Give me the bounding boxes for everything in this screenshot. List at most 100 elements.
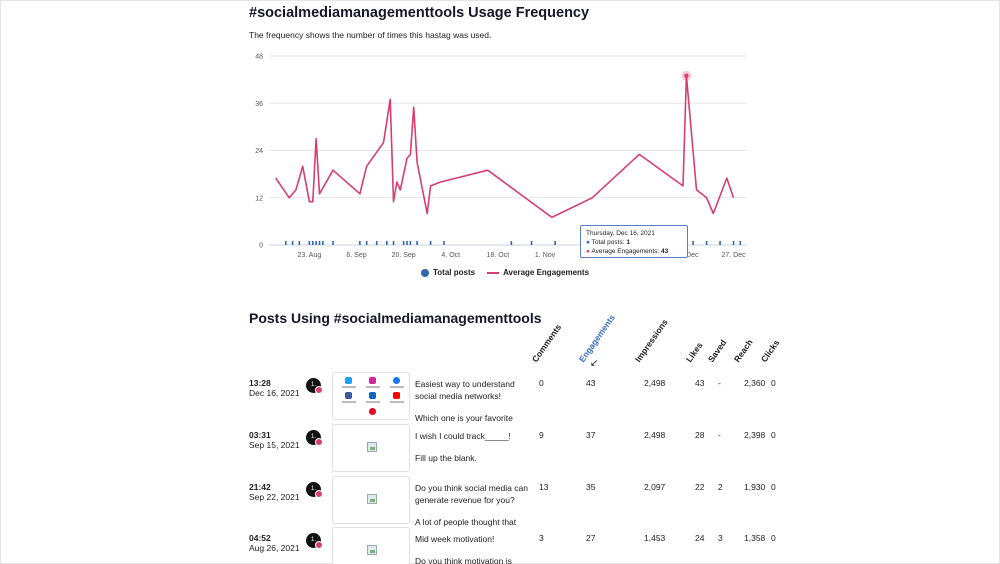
post-thumbnail[interactable]	[332, 527, 410, 564]
chart-tooltip: Thursday, Dec 16, 2021 ● Total posts: 1 …	[580, 225, 688, 258]
legend-item-average-engagements[interactable]: Average Engagements	[487, 268, 589, 277]
cell-reach: 1,930	[744, 482, 766, 492]
cell-comments: 13	[539, 482, 549, 492]
cell-impressions: 2,498	[644, 378, 666, 388]
column-header-clicks[interactable]: Clicks	[758, 337, 782, 364]
post-text: Easiest way to understand social media n…	[415, 378, 535, 434]
total-posts-column	[409, 241, 412, 245]
post-text-line: Which one is your favorite	[415, 413, 513, 423]
cell-saved: 2	[718, 482, 723, 492]
post-text: Mid week motivation! Do you think motiva…	[415, 533, 535, 564]
total-posts-column	[406, 241, 408, 245]
facebook-groups-icon	[345, 392, 352, 399]
line-icon	[487, 271, 500, 274]
cell-clicks: 0	[771, 482, 776, 492]
average-engagements-line	[275, 74, 735, 219]
total-posts-column	[291, 241, 294, 245]
x-tick-label: 27. Dec	[721, 252, 746, 259]
x-tick-label: 20. Sep	[392, 252, 416, 259]
broken-image-icon	[367, 442, 377, 452]
icon-caption	[366, 386, 380, 388]
total-posts-column	[510, 241, 513, 245]
tooltip-date: Thursday, Dec 16, 2021	[586, 230, 655, 237]
column-header-engagements[interactable]: Engagements	[576, 312, 617, 364]
post-text: Do you think social media can generate r…	[415, 482, 535, 538]
column-header-likes[interactable]: Likes	[683, 340, 705, 364]
instagram-badge-icon	[315, 490, 323, 498]
instagram-badge-icon	[315, 386, 323, 394]
cell-engagements: 43	[586, 378, 596, 388]
total-posts-column	[386, 241, 388, 245]
post-text: I wish I could track_____! Fill up the b…	[415, 430, 535, 474]
chart-title: #socialmediamanagementtools Usage Freque…	[249, 5, 590, 21]
y-tick-label: 24	[255, 148, 263, 155]
post-date: Aug 26, 2021	[249, 543, 300, 553]
column-header-impressions[interactable]: Impressions	[632, 317, 670, 364]
post-text-line: Do you think social media can generate r…	[415, 483, 528, 505]
total-posts-column	[308, 241, 311, 245]
total-posts-column	[318, 241, 321, 245]
cell-likes: 22	[695, 482, 705, 492]
cell-impressions: 1,453	[644, 533, 666, 543]
total-posts-column	[443, 241, 445, 245]
instagram-badge-icon	[315, 541, 323, 549]
cell-reach: 1,358	[744, 533, 766, 543]
cell-clicks: 0	[771, 378, 776, 388]
cell-engagements: 35	[586, 482, 596, 492]
y-tick-label: 12	[255, 195, 263, 202]
total-posts-column	[732, 241, 735, 245]
icon-caption	[390, 401, 404, 403]
cell-impressions: 2,498	[644, 430, 666, 440]
cell-saved: -	[718, 430, 721, 440]
chart-legend: Total posts Average Engagements	[421, 268, 589, 277]
x-tick-label: 4. Oct	[441, 252, 460, 259]
post-text-line: Easiest way to understand social media n…	[415, 379, 515, 401]
total-posts-column	[705, 241, 708, 245]
post-text-line: I wish I could track_____!	[415, 431, 511, 441]
average-engagements-series	[275, 70, 735, 219]
sort-arrow-icon[interactable]: ↙	[590, 358, 599, 369]
post-time: 13:28	[249, 378, 271, 388]
legend-item-total-posts[interactable]: Total posts	[421, 268, 475, 277]
post-text-line: Fill up the blank.	[415, 453, 477, 463]
cell-likes: 43	[695, 378, 705, 388]
post-thumbnail[interactable]	[332, 424, 410, 472]
pinterest-icon	[369, 408, 376, 415]
legend-label: Total posts	[433, 268, 476, 277]
column-header-comments[interactable]: Comments	[529, 322, 564, 364]
total-posts-column	[692, 241, 694, 245]
tooltip-average-engagements: ● Average Engagements: 43	[586, 247, 682, 256]
post-date: Sep 22, 2021	[249, 492, 300, 502]
total-posts-column	[375, 241, 378, 245]
total-posts-column	[322, 241, 324, 245]
highlight-point	[684, 73, 689, 78]
dot-icon: ●	[586, 248, 590, 255]
column-header-saved[interactable]: Saved	[705, 337, 729, 364]
post-thumbnail[interactable]	[332, 372, 410, 420]
cell-saved: -	[718, 378, 721, 388]
cell-clicks: 0	[771, 430, 776, 440]
total-posts-column	[359, 241, 361, 245]
broken-image-icon	[367, 494, 377, 504]
dot-icon: ●	[586, 239, 590, 246]
cell-likes: 28	[695, 430, 705, 440]
cell-engagements: 37	[586, 430, 596, 440]
post-thumbnail[interactable]	[332, 476, 410, 524]
post-time: 21:42	[249, 482, 271, 492]
instagram-badge-icon	[315, 438, 323, 446]
broken-image-icon	[367, 545, 377, 555]
y-tick-label: 48	[255, 54, 263, 61]
linkedin-icon	[369, 392, 376, 399]
post-date: Dec 16, 2021	[249, 388, 300, 398]
x-tick-label: 23. Aug	[298, 252, 322, 259]
x-tick-label: 6. Sep	[346, 252, 366, 259]
twitter-icon	[345, 377, 352, 384]
usage-frequency-chart[interactable]: 0 12 24 36 48 23. Aug 6. Sep 20. Sep 4. Oct 18. …	[1, 1, 1000, 265]
total-posts-column	[530, 241, 533, 245]
column-header-reach[interactable]: Reach	[731, 337, 755, 364]
instagram-icon	[369, 377, 376, 384]
post-time: 03:31	[249, 430, 271, 440]
total-posts-column	[554, 241, 556, 245]
post-date: Sep 15, 2021	[249, 440, 300, 450]
